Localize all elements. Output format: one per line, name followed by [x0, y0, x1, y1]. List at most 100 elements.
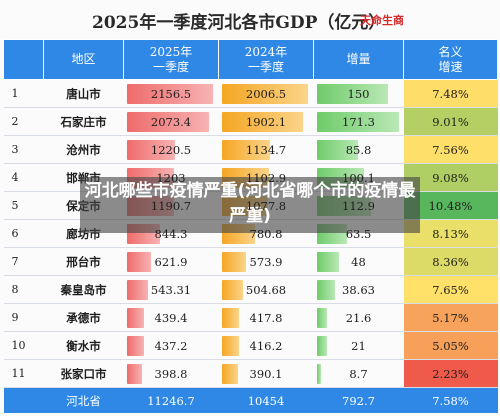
increase-cell-bar: [316, 112, 399, 132]
total-rate: 7.58%: [403, 387, 498, 413]
rate-cell: 5.17%: [403, 303, 498, 332]
gdp-2024-cell-value: 1102.9: [245, 170, 287, 185]
table-row: 11 张家口市 398.8 390.1 8.7 2.23%: [3, 359, 498, 388]
rank-cell: 1: [3, 79, 44, 108]
gdp-2025-cell-bar: [126, 112, 210, 132]
watermark-text: 河北哪些市疫情严重(河北省哪个市的疫情最严重): [84, 181, 416, 226]
rate-cell: 7.48%: [403, 79, 498, 108]
gdp-2025-cell-bar: [126, 84, 213, 104]
rate-cell: 5.05%: [403, 331, 498, 360]
header-gdp-2025: 2025年 一季度: [123, 39, 219, 80]
gdp-2024-cell-bar: [221, 84, 308, 104]
rank-cell: 6: [3, 219, 44, 248]
rank-cell: 3: [3, 135, 44, 164]
gdp-2025-cell-value: 844.3: [154, 226, 188, 241]
watermark-overlay: [80, 177, 420, 233]
increase-cell-bar: [316, 280, 335, 300]
increase-cell-bar: [316, 364, 321, 384]
rank-cell: 8: [3, 275, 44, 304]
table-row: 10 衡水市 437.2 416.2 21 5.05%: [3, 331, 498, 360]
gdp-2024-cell-bar: [221, 336, 240, 356]
gdp-2025-cell-bar: [126, 336, 144, 356]
gdp-2025-cell-bar: [126, 252, 152, 272]
gdp-2024-cell-value: 1077.8: [245, 198, 287, 213]
increase-cell-value: 150: [347, 86, 370, 101]
header-rank: [3, 39, 44, 80]
total-increase: 792.7: [313, 387, 404, 413]
table-row: 8 秦皇岛市 543.31 504.68 38.63 7.65%: [3, 275, 498, 304]
gdp-2024-cell-value: 416.2: [249, 338, 283, 353]
rate-cell: 9.01%: [403, 107, 498, 136]
gdp-2024-cell-bar: [221, 308, 240, 328]
gdp-2025-cell: 1220.5: [123, 135, 219, 164]
rank-cell: 7: [3, 247, 44, 276]
total-gdp-2024: 10454: [218, 387, 314, 413]
gdp-2025-cell: 439.4: [123, 303, 219, 332]
increase-cell-value: 100.1: [342, 170, 375, 185]
table-row: 1 唐山市 2156.5 2006.5 150 7.48%: [3, 79, 498, 108]
gdp-2024-cell: 2006.5: [218, 79, 314, 108]
gdp-2025-cell-value: 543.31: [150, 282, 192, 297]
increase-cell-value: 38.63: [342, 282, 375, 297]
gdp-2024-cell: 417.8: [218, 303, 314, 332]
gdp-2024-cell-value: 390.1: [249, 366, 283, 381]
increase-cell-bar: [316, 84, 389, 104]
rate-cell: 7.56%: [403, 135, 498, 164]
table-header-row: 地区 2025年 一季度 2024年 一季度 增量 名义 增速: [3, 39, 498, 80]
gdp-2024-cell-value: 2006.5: [245, 86, 287, 101]
gdp-2024-cell-bar: [221, 364, 239, 384]
gdp-2024-cell-value: 1134.7: [245, 142, 287, 157]
gdp-2024-cell-bar: [221, 112, 304, 132]
increase-cell-value: 21.6: [345, 310, 372, 325]
gdp-2025-cell: 437.2: [123, 331, 219, 360]
city-cell: 邢台市: [43, 247, 124, 276]
gdp-2025-cell-value: 2073.4: [150, 114, 192, 129]
header-increase: 增量: [313, 39, 404, 80]
increase-cell: 171.3: [313, 107, 404, 136]
increase-cell-value: 63.5: [345, 226, 372, 241]
gdp-2024-cell: 573.9: [218, 247, 314, 276]
gdp-2024-cell-value: 780.8: [249, 226, 283, 241]
header-gdp-2024: 2024年 一季度: [218, 39, 314, 80]
total-gdp-2025: 11246.7: [123, 387, 219, 413]
rank-cell: 4: [3, 163, 44, 192]
city-cell: 承德市: [43, 303, 124, 332]
gdp-2024-cell-bar: [221, 140, 271, 160]
increase-cell-bar: [316, 140, 358, 160]
increase-cell-value: 112.9: [342, 198, 375, 213]
rank-cell: 2: [3, 107, 44, 136]
gdp-2024-cell: 416.2: [218, 331, 314, 360]
city-cell: 沧州市: [43, 135, 124, 164]
brand-logo-text: 天命生商: [360, 14, 404, 27]
city-cell: 秦皇岛市: [43, 275, 124, 304]
total-rank: [3, 387, 44, 413]
gdp-2025-cell-value: 439.4: [154, 310, 188, 325]
gdp-2024-cell: 1902.1: [218, 107, 314, 136]
gdp-2024-cell-value: 1902.1: [245, 114, 287, 129]
increase-cell: 8.7: [313, 359, 404, 388]
gdp-2025-cell-bar: [126, 308, 145, 328]
gdp-2024-cell-value: 573.9: [249, 254, 283, 269]
gdp-2024-cell: 1134.7: [218, 135, 314, 164]
table-row: 7 邢台市 621.9 573.9 48 8.36%: [3, 247, 498, 276]
rank-cell: 10: [3, 331, 44, 360]
gdp-2025-cell-value: 1220.5: [150, 142, 192, 157]
gdp-2025-cell-value: 437.2: [154, 338, 188, 353]
gdp-2025-cell: 398.8: [123, 359, 219, 388]
gdp-2024-cell: 504.68: [218, 275, 314, 304]
gdp-2025-cell-bar: [126, 140, 176, 160]
city-cell: 石家庄市: [43, 107, 124, 136]
gdp-2024-cell-value: 504.68: [245, 282, 287, 297]
increase-cell-value: 8.7: [349, 366, 368, 381]
gdp-2024-cell-value: 417.8: [249, 310, 283, 325]
gdp-2025-cell: 621.9: [123, 247, 219, 276]
increase-cell: 21: [313, 331, 404, 360]
increase-cell-value: 171.3: [342, 114, 375, 129]
increase-cell-bar: [316, 336, 327, 356]
city-cell: 张家口市: [43, 359, 124, 388]
gdp-2024-cell-bar: [221, 280, 244, 300]
increase-cell: 150: [313, 79, 404, 108]
gdp-2025-cell: 2073.4: [123, 107, 219, 136]
increase-cell-value: 21: [351, 338, 366, 353]
header-nominal-growth: 名义 增速: [403, 39, 498, 80]
